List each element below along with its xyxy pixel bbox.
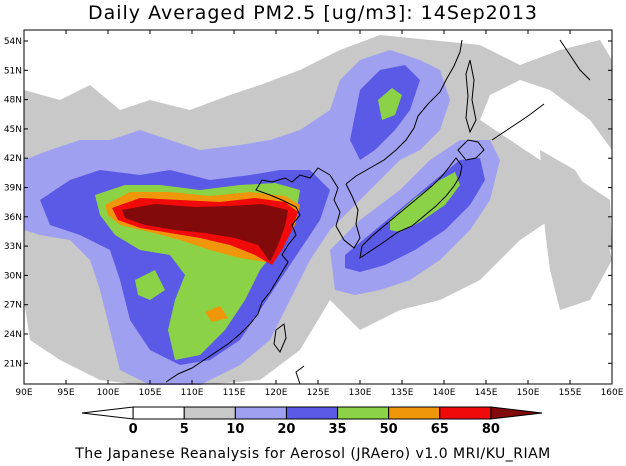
colorbar-arrow-low	[81, 406, 134, 420]
lat-label: 54N	[4, 37, 22, 47]
lon-label: 115E	[223, 388, 246, 398]
colorbar-swatch	[285, 406, 339, 420]
field-5-10-japan	[540, 150, 612, 310]
coastline-kamchatka	[559, 39, 591, 81]
colorbar-arrow-high	[490, 406, 543, 420]
lon-label: 90E	[15, 388, 32, 398]
lat-label: 24N	[4, 330, 22, 340]
coastline-russia	[345, 39, 463, 185]
coastline-kuril	[491, 103, 545, 141]
colorbar-tick-label: 50	[380, 422, 398, 437]
lon-label: 130E	[349, 388, 372, 398]
lat-label: 51N	[4, 66, 22, 76]
colorbar-tick-label: 20	[277, 422, 295, 437]
coastline-luzon	[295, 365, 305, 385]
field-50-65-south	[205, 306, 228, 322]
coastline-korea	[329, 174, 361, 249]
colorbar-swatch	[337, 406, 390, 420]
latitude-axis: 54N 51N 48N 45N 42N 39N 36N 33N 30N 27N 24N 21N	[4, 37, 612, 369]
field-35-50-north	[378, 88, 402, 120]
lat-label: 30N	[4, 271, 22, 281]
lon-label: 95E	[57, 388, 74, 398]
credit-line: The Japanese Reanalysis for Aerosol (JRA…	[75, 446, 551, 462]
lon-label: 105E	[139, 388, 162, 398]
lon-label: 135E	[391, 388, 414, 398]
field-gt-80	[122, 204, 288, 262]
lat-label: 39N	[4, 184, 22, 194]
field-35-50-south	[135, 270, 165, 300]
coastline-china	[165, 167, 331, 383]
coastline-sakhalin	[465, 59, 477, 134]
colorbar-swatch	[439, 406, 492, 420]
lat-label: 21N	[4, 359, 22, 369]
lon-label: 110E	[181, 388, 204, 398]
lon-label: 145E	[475, 388, 498, 398]
lat-label: 48N	[4, 96, 22, 106]
lon-label: 125E	[307, 388, 330, 398]
lon-label: 160E	[601, 388, 624, 398]
lon-label: 120E	[265, 388, 288, 398]
lat-label: 27N	[4, 301, 22, 311]
coastline-japan	[359, 157, 463, 260]
colorbar-tick-label: 80	[482, 422, 500, 437]
colorbar-tick-label: 35	[329, 422, 347, 437]
lat-label: 33N	[4, 242, 22, 252]
field-35-50-japan	[390, 172, 460, 232]
colorbar-swatch	[132, 406, 185, 420]
concentration-fields	[24, 35, 612, 385]
lat-label: 36N	[4, 213, 22, 223]
colorbar-swatch	[234, 406, 287, 420]
colorbar-tick-label: 65	[431, 422, 449, 437]
colorbar: 0 5 10 20 35 50 65 80	[81, 406, 543, 437]
coastline-hokkaido	[457, 139, 485, 161]
map-title: Daily Averaged PM2.5 [ug/m3]: 14Sep2013	[87, 2, 539, 24]
colorbar-tick-label: 5	[180, 422, 189, 437]
longitude-axis: 90E 95E 100E 105E 110E 115E 120E 125E 130E 135E 14…	[15, 30, 624, 398]
colorbar-swatch	[183, 406, 236, 420]
colorbar-tick-label: 10	[226, 422, 244, 437]
colorbar-swatch	[388, 406, 441, 420]
lon-label: 140E	[433, 388, 456, 398]
coastlines	[165, 39, 591, 385]
coastline-taiwan	[273, 323, 287, 353]
lat-label: 45N	[4, 125, 22, 135]
lon-label: 155E	[559, 388, 582, 398]
lon-label: 100E	[97, 388, 120, 398]
lat-label: 42N	[4, 154, 22, 164]
lon-label: 150E	[517, 388, 540, 398]
colorbar-tick-label: 0	[129, 422, 138, 437]
